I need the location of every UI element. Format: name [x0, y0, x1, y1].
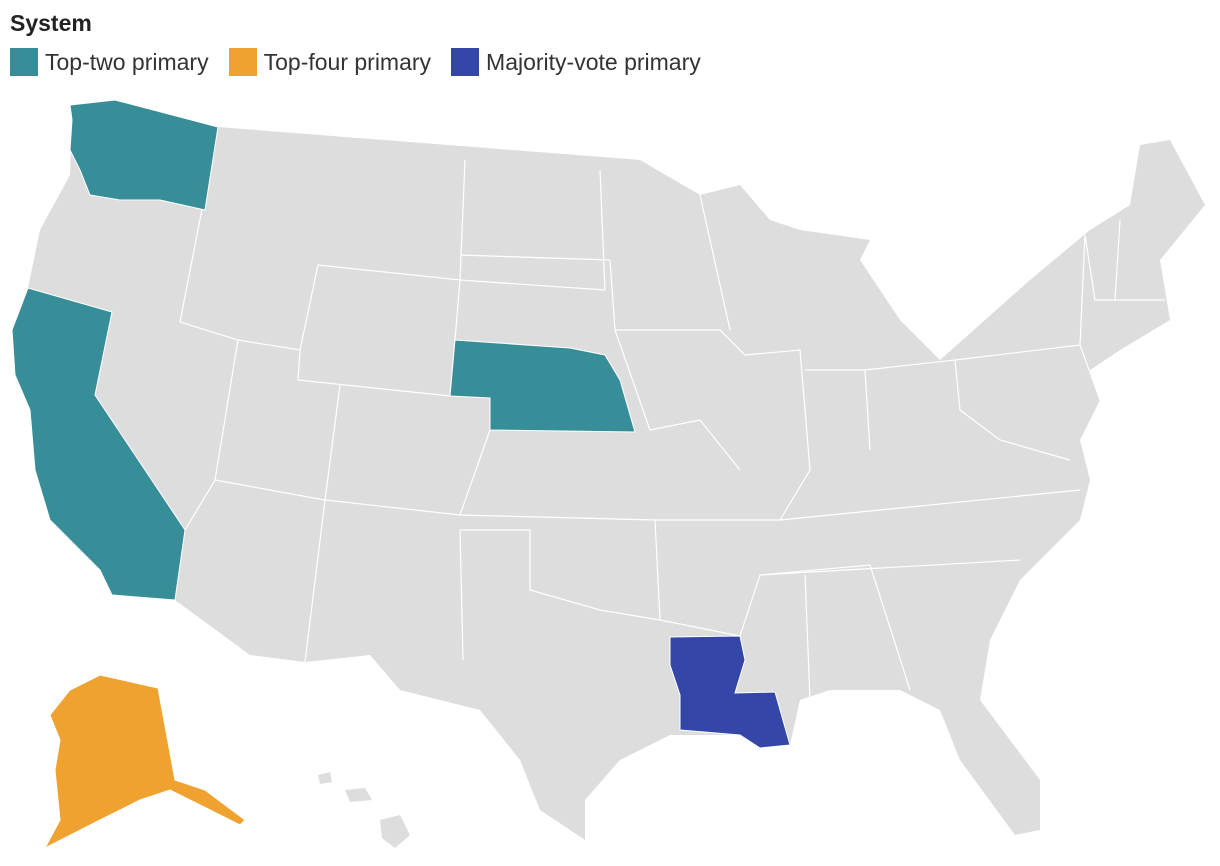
border [614, 329, 741, 471]
title: System [10, 10, 92, 36]
legend-label: Majority-vote primary [486, 48, 701, 75]
border [609, 259, 811, 521]
border [804, 574, 811, 701]
state [449, 339, 636, 433]
border [759, 559, 1021, 576]
legend-label: Top-two primary [45, 48, 209, 75]
state [669, 635, 791, 749]
border [779, 489, 1081, 521]
legend-swatch [451, 48, 480, 76]
legend-item: Top-two primary [10, 48, 209, 76]
state-borders [179, 126, 1165, 701]
hawaii [380, 815, 410, 848]
legend: Top-two primary Top-four primary Majority-… [10, 48, 701, 76]
legend-item: Majority-vote primary [451, 48, 701, 76]
border [864, 359, 1071, 461]
hawaii [345, 788, 372, 802]
border [460, 529, 661, 621]
border [237, 159, 466, 351]
border [1114, 219, 1121, 301]
border [459, 529, 464, 661]
legend-swatch [10, 48, 38, 76]
state [11, 287, 186, 601]
border [214, 479, 326, 663]
state [43, 674, 246, 850]
hawaii [318, 772, 332, 784]
legend-swatch [228, 48, 257, 76]
base-map [28, 100, 1205, 848]
state [69, 99, 219, 211]
legend-label: Top-four primary [263, 48, 432, 75]
border [324, 384, 491, 516]
border [699, 194, 731, 331]
border [459, 254, 611, 261]
border [1079, 234, 1165, 346]
legend-item: Top-four primary [228, 48, 432, 76]
contiguous-us [28, 100, 1205, 840]
